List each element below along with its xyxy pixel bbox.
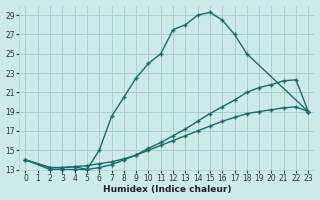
X-axis label: Humidex (Indice chaleur): Humidex (Indice chaleur)	[103, 185, 231, 194]
